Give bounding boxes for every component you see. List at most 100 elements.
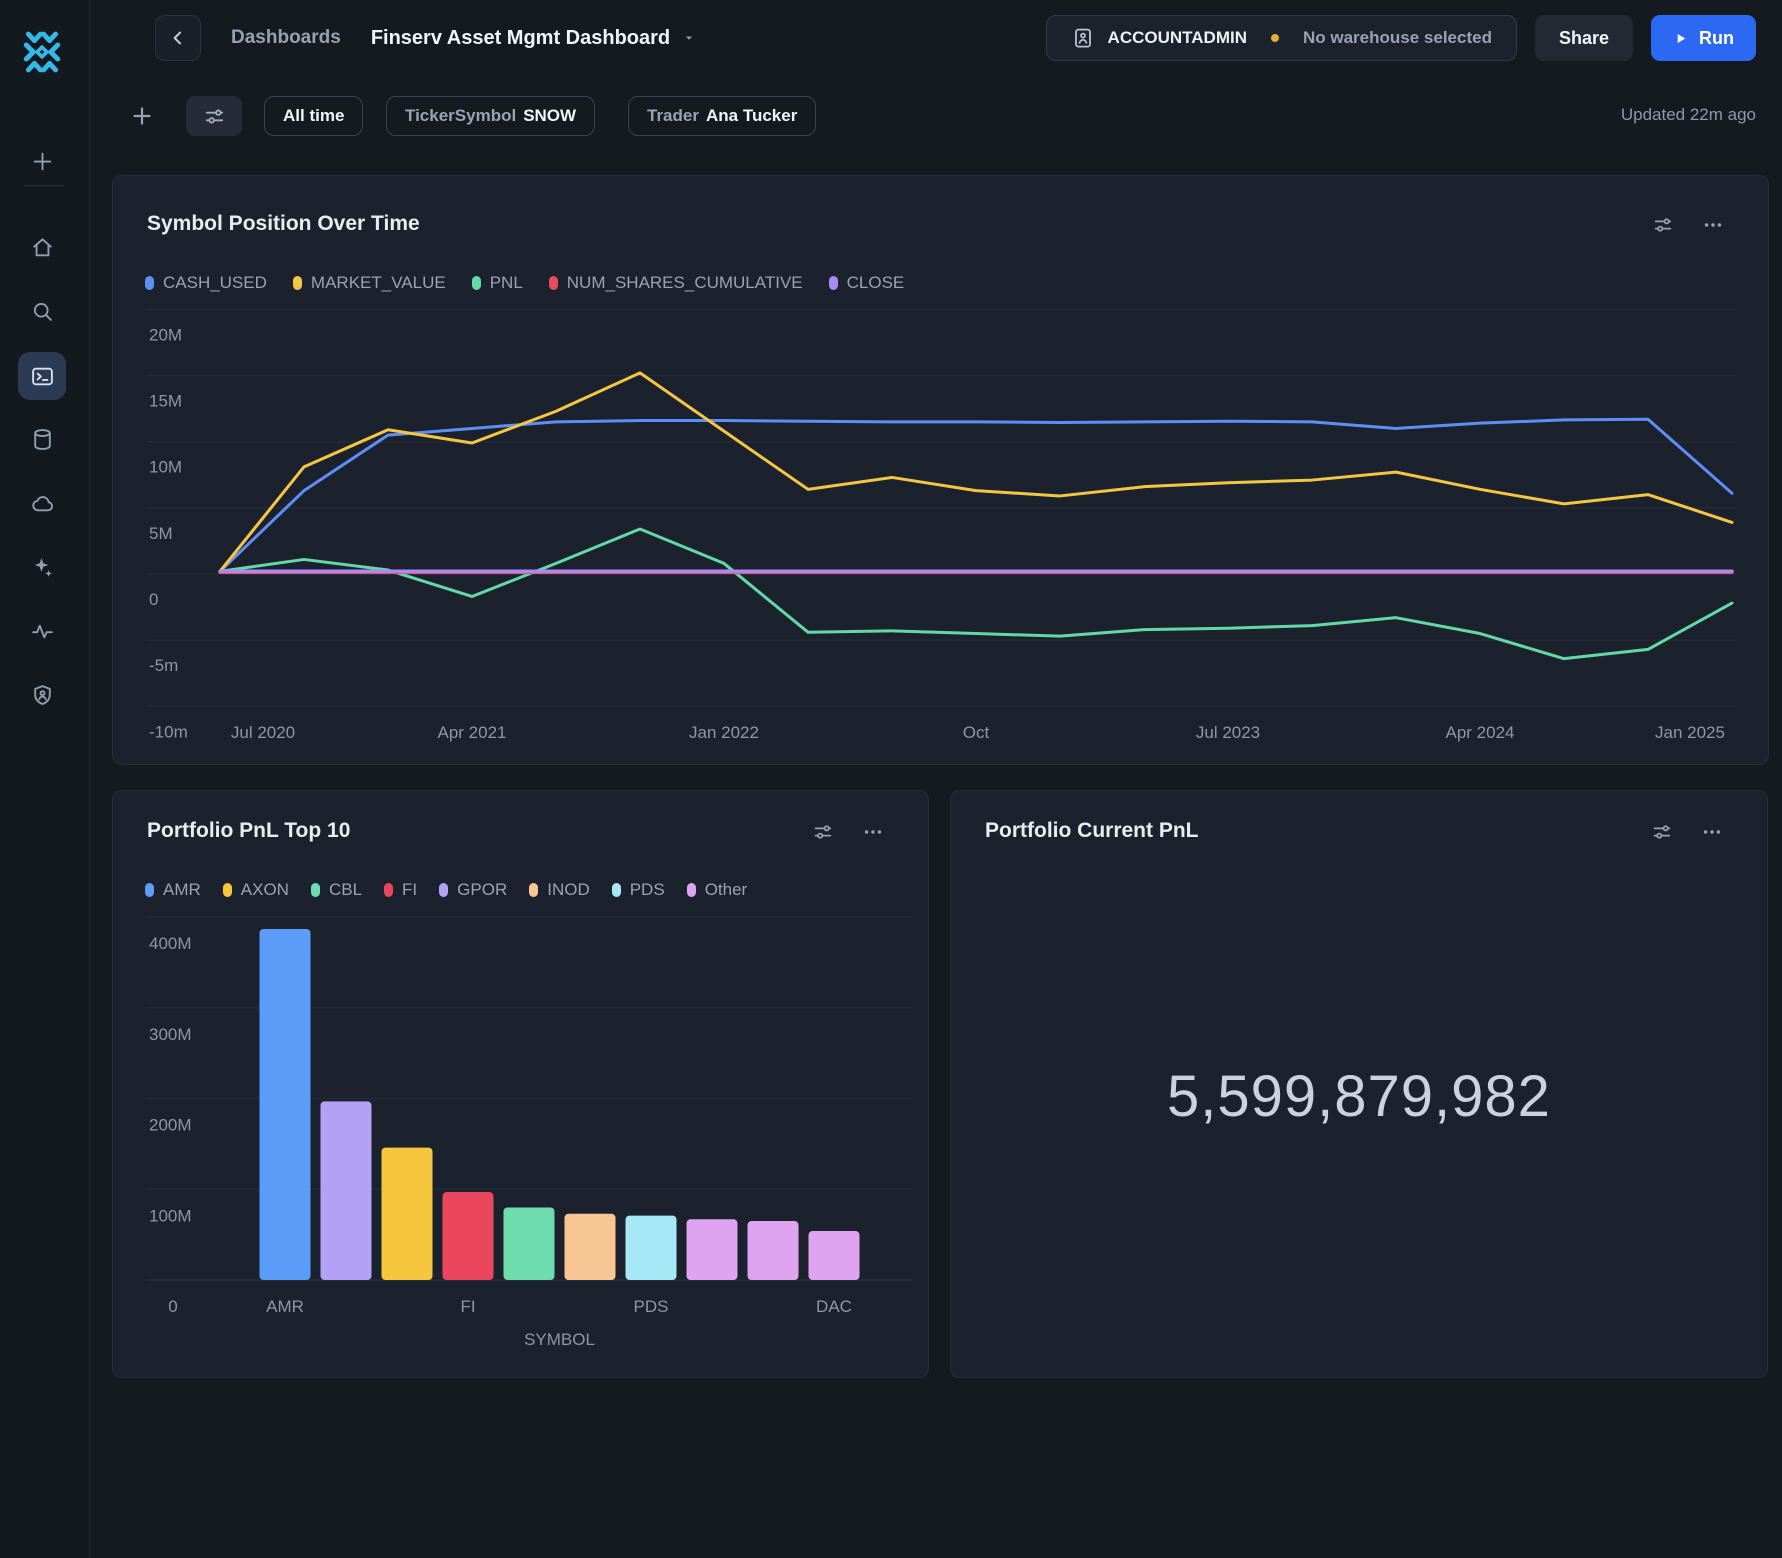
legend-item-fi[interactable]: FI bbox=[384, 880, 417, 900]
legend-label: CLOSE bbox=[846, 273, 905, 292]
sidebar-item-ai-ml[interactable] bbox=[18, 543, 66, 591]
svg-text:SYMBOL: SYMBOL bbox=[524, 1330, 595, 1349]
header: Dashboards Finserv Asset Mgmt Dashboard bbox=[155, 15, 696, 61]
legend-label: CASH_USED bbox=[163, 273, 267, 292]
legend-item-other[interactable]: Other bbox=[686, 880, 747, 900]
legend-label: INOD bbox=[547, 880, 590, 899]
snowflake-logo-icon[interactable] bbox=[16, 26, 68, 78]
sidebar-item-new-plus[interactable] bbox=[18, 137, 66, 185]
legend-label: MARKET_VALUE bbox=[310, 273, 446, 292]
share-button[interactable]: Share bbox=[1534, 15, 1633, 61]
legend-item-close[interactable]: CLOSE bbox=[828, 273, 905, 293]
role-name: ACCOUNTADMIN bbox=[1107, 28, 1247, 47]
chart-settings-button[interactable] bbox=[812, 821, 834, 843]
svg-text:Oct: Oct bbox=[963, 723, 990, 742]
legend-dot bbox=[611, 883, 621, 897]
dashboard-title-menu[interactable]: Finserv Asset Mgmt Dashboard bbox=[371, 27, 696, 50]
warehouse-status-dot bbox=[1271, 34, 1279, 42]
sidebar-item-admin[interactable] bbox=[18, 671, 66, 719]
legend-item-inod[interactable]: INOD bbox=[529, 880, 590, 900]
legend-dot bbox=[145, 883, 154, 897]
svg-text:0: 0 bbox=[149, 590, 158, 609]
legend-dot bbox=[222, 883, 232, 897]
bar-chart-legend: AMR AXON CBL FI GPOR INOD PDS Other bbox=[145, 880, 747, 900]
chart-menu-button[interactable] bbox=[1701, 821, 1723, 843]
legend-label: NUM_SHARES_CUMULATIVE bbox=[566, 273, 803, 292]
chart-menu-button[interactable] bbox=[1702, 214, 1724, 236]
legend-item-pds[interactable]: PDS bbox=[611, 880, 665, 900]
svg-text:400M: 400M bbox=[149, 934, 192, 953]
chevron-left-icon bbox=[173, 31, 182, 45]
role-warehouse-selector[interactable]: ACCOUNTADMIN No warehouse selected bbox=[1045, 15, 1517, 61]
play-icon bbox=[1677, 33, 1686, 43]
svg-text:Jul 2023: Jul 2023 bbox=[1196, 723, 1260, 742]
filter-chip-ticker-symbol[interactable]: TickerSymbol SNOW bbox=[386, 96, 596, 136]
svg-text:20M: 20M bbox=[149, 325, 182, 344]
legend-item-cbl[interactable]: CBL bbox=[310, 880, 363, 900]
legend-item-axon[interactable]: AXON bbox=[222, 880, 289, 900]
legend-dot bbox=[828, 276, 838, 290]
chart-settings-button[interactable] bbox=[1652, 214, 1674, 236]
legend-item-pnl[interactable]: PNL bbox=[471, 273, 523, 293]
svg-text:-5m: -5m bbox=[149, 656, 178, 675]
svg-text:Jan 2025: Jan 2025 bbox=[1655, 723, 1725, 742]
run-button[interactable]: Run bbox=[1651, 15, 1756, 61]
breadcrumb-dashboards[interactable]: Dashboards bbox=[231, 27, 341, 48]
cloud-icon bbox=[31, 495, 53, 511]
plus-icon bbox=[33, 152, 51, 170]
filter-chip-trader[interactable]: Trader Ana Tucker bbox=[628, 96, 817, 136]
card-title: Portfolio PnL Top 10 bbox=[147, 819, 351, 842]
sliders-icon bbox=[1653, 825, 1671, 839]
sidebar-item-compute[interactable] bbox=[18, 479, 66, 527]
sliders-icon bbox=[814, 825, 832, 839]
filter-chip-all-time[interactable]: All time bbox=[264, 96, 364, 136]
card-title: Symbol Position Over Time bbox=[147, 212, 420, 235]
filters-button[interactable] bbox=[186, 96, 242, 136]
svg-text:10M: 10M bbox=[149, 458, 182, 477]
legend-label: PDS bbox=[629, 880, 665, 899]
legend-dot bbox=[529, 883, 539, 897]
legend-item-market_value[interactable]: MARKET_VALUE bbox=[292, 273, 446, 293]
line-chart-svg: 20M 15M 10M 5M 0 -5m -10m Jul 2020 Apr 2021 Jan 2… bbox=[147, 308, 1737, 742]
chart-settings-button[interactable] bbox=[1651, 821, 1673, 843]
legend-label: AMR bbox=[163, 880, 201, 899]
svg-text:300M: 300M bbox=[149, 1025, 192, 1044]
plus-icon bbox=[133, 107, 151, 125]
sparkles-icon bbox=[34, 557, 52, 577]
add-tile-button[interactable] bbox=[130, 104, 154, 128]
card-title: Portfolio Current PnL bbox=[985, 819, 1199, 842]
legend-label: FI bbox=[402, 880, 418, 899]
svg-text:Jan 2022: Jan 2022 bbox=[689, 723, 759, 742]
chart-menu-button[interactable] bbox=[862, 821, 884, 843]
back-button[interactable] bbox=[155, 15, 201, 61]
bar-chart-svg: 400M 300M 200M 100M 0 AMR FI PDS DAC SYMBOL bbox=[147, 916, 913, 1349]
menu-dots-icon bbox=[1704, 223, 1722, 227]
menu-dots-icon bbox=[1703, 830, 1721, 834]
svg-text:200M: 200M bbox=[149, 1116, 192, 1135]
svg-text:AMR: AMR bbox=[266, 1297, 304, 1316]
legend-dot bbox=[310, 883, 320, 897]
legend-item-cash_used[interactable]: CASH_USED bbox=[145, 273, 267, 293]
legend-item-gpor[interactable]: GPOR bbox=[439, 880, 507, 900]
svg-text:FI: FI bbox=[460, 1297, 475, 1316]
legend-dot bbox=[384, 883, 394, 897]
current-pnl-value: 5,599,879,982 bbox=[1167, 1064, 1551, 1129]
svg-text:DAC: DAC bbox=[816, 1297, 852, 1316]
svg-text:5M: 5M bbox=[149, 524, 173, 543]
sidebar-item-home[interactable] bbox=[18, 223, 66, 271]
legend-dot bbox=[439, 883, 449, 897]
legend-dot bbox=[686, 883, 696, 897]
legend-item-amr[interactable]: AMR bbox=[145, 880, 201, 900]
sidebar-item-monitoring[interactable] bbox=[18, 607, 66, 655]
legend-label: AXON bbox=[240, 880, 289, 899]
database-icon bbox=[33, 428, 51, 450]
legend-label: CBL bbox=[328, 880, 363, 899]
sidebar-item-search[interactable] bbox=[18, 287, 66, 335]
legend-label: PNL bbox=[489, 273, 523, 292]
sidebar-item-data[interactable] bbox=[18, 415, 66, 463]
sidebar-item-projects-worksheets[interactable] bbox=[18, 352, 66, 400]
card-portfolio-pnl-top10: Portfolio PnL Top 10 AMR AXON CBL FI GPOR INO… bbox=[112, 790, 929, 1378]
legend-item-num_shares_cumulative[interactable]: NUM_SHARES_CUMULATIVE bbox=[548, 273, 803, 293]
svg-text:Jul 2020: Jul 2020 bbox=[231, 723, 295, 742]
filter-toolbar: All time TickerSymbol SNOW Trader Ana Tu… bbox=[112, 96, 1756, 136]
